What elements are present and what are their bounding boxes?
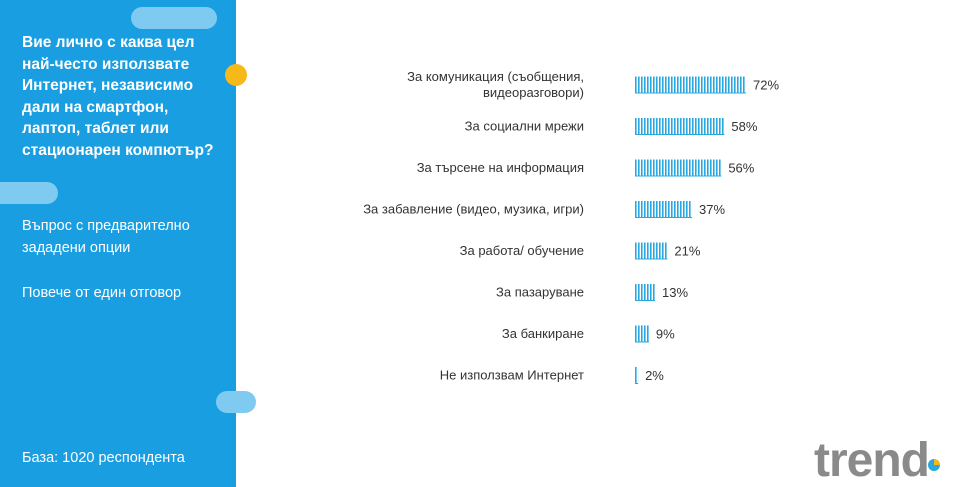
value-label: 72% [753,78,779,93]
sidebar-panel: Вие лично с каква цел най-често използва… [0,0,236,487]
logo-pie-slice [934,459,940,465]
survey-question: Вие лично с каква цел най-често използва… [22,34,214,159]
value-label: 2% [645,368,664,383]
category-label: За комуникация (съобщения, видеоразговори… [407,69,584,100]
bar [635,201,693,218]
category-label: За търсене на информация [417,160,584,175]
bar [635,76,746,94]
decorative-pill [0,182,58,204]
category-label: За пазаруване [496,285,584,300]
value-label: 56% [728,161,754,176]
bar [635,242,668,260]
accent-dot [225,64,247,86]
value-label: 21% [674,244,700,259]
category-label: Не използвам Интернет [440,368,584,383]
category-label: За забавление (видео, музика, игри) [363,202,584,217]
answer-mode-note: Повече от един отговор [22,285,182,301]
logo-wordmark: trend [814,434,929,482]
decorative-pill [216,391,256,413]
question-type-note: Въпрос с предварително зададени опции [22,218,190,256]
value-label: 13% [662,285,688,300]
trend-logo: trend [814,432,954,487]
bar [635,159,722,177]
bar [635,284,656,301]
respondent-base: База: 1020 респондента [22,450,185,466]
value-label: 37% [699,202,725,217]
bar [635,367,639,384]
decorative-pill [131,7,217,29]
bar [635,118,725,135]
category-label: За работа/ обучение [460,243,584,258]
value-label: 9% [656,327,675,342]
category-label: За социални мрежи [465,119,584,134]
horizontal-bar-chart: За комуникация (съобщения, видеоразговори… [363,69,779,384]
bar [635,325,649,343]
value-label: 58% [731,119,757,134]
category-label: За банкиране [502,326,584,341]
